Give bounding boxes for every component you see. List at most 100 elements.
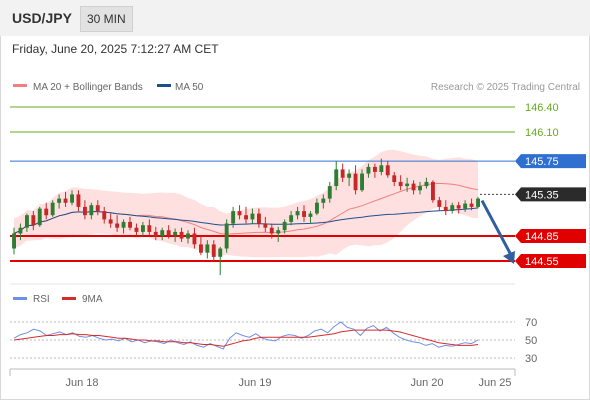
timeframe-button[interactable]: 30 MIN bbox=[80, 6, 133, 32]
candle-body bbox=[257, 213, 261, 224]
level-label-146.40: 146.40 bbox=[525, 102, 559, 114]
level-label-145.35: 145.35 bbox=[525, 189, 559, 201]
candle-body bbox=[134, 227, 139, 232]
candle-body bbox=[263, 223, 268, 228]
forecast-arrow bbox=[480, 199, 513, 256]
candle bbox=[160, 227, 165, 241]
candle-body bbox=[295, 211, 300, 216]
candle-body bbox=[308, 213, 313, 217]
candle bbox=[199, 236, 203, 256]
candle bbox=[373, 163, 377, 178]
candle bbox=[57, 194, 62, 209]
candle-body bbox=[25, 215, 29, 228]
ma50-legend-label: MA 50 bbox=[175, 82, 204, 93]
rsi-ma-legend-swatch bbox=[62, 297, 76, 300]
research-credit: Research © 2025 Trading Central bbox=[431, 82, 580, 93]
candle-body bbox=[366, 166, 371, 174]
level-tag-144.55 bbox=[515, 254, 586, 268]
level-tag-144.85 bbox=[515, 229, 586, 244]
ma20-legend-swatch bbox=[13, 84, 27, 87]
candle bbox=[347, 169, 352, 187]
candle bbox=[385, 161, 390, 178]
price-levels bbox=[10, 106, 515, 262]
candle bbox=[289, 211, 294, 226]
candle-body bbox=[95, 205, 100, 211]
candle-body bbox=[315, 202, 319, 214]
candle bbox=[63, 191, 68, 207]
candle bbox=[18, 223, 23, 241]
candle bbox=[173, 228, 178, 242]
candle bbox=[424, 177, 429, 189]
candle bbox=[450, 202, 455, 214]
candle bbox=[476, 196, 480, 209]
candle-body bbox=[115, 223, 120, 228]
candle-body bbox=[437, 200, 442, 207]
candle bbox=[224, 219, 229, 253]
candle bbox=[121, 219, 126, 234]
candle-body bbox=[147, 225, 152, 232]
timestamp: Friday, June 20, 2025 7:12:27 AM CET bbox=[12, 42, 219, 56]
candle bbox=[83, 200, 87, 220]
candle bbox=[37, 206, 42, 227]
candle bbox=[76, 190, 81, 212]
candle-body bbox=[327, 186, 332, 199]
candle-body bbox=[70, 194, 74, 203]
candle bbox=[134, 223, 139, 237]
candle bbox=[405, 177, 410, 192]
candle-body bbox=[282, 221, 287, 231]
rsi-tick-label: 30 bbox=[525, 353, 537, 365]
candle bbox=[244, 206, 248, 224]
candle bbox=[392, 171, 397, 187]
ma50-legend-swatch bbox=[157, 84, 171, 87]
candle-body bbox=[411, 183, 416, 191]
candle-body bbox=[244, 215, 248, 220]
candle-body bbox=[463, 203, 468, 209]
candle-body bbox=[31, 215, 36, 226]
candle bbox=[128, 216, 132, 231]
candle-body bbox=[18, 227, 23, 234]
candle bbox=[340, 163, 345, 182]
candle-body bbox=[424, 181, 429, 187]
level-tag-145.35 bbox=[515, 187, 586, 202]
candle bbox=[263, 216, 268, 232]
candle bbox=[25, 213, 29, 232]
candle-body bbox=[476, 198, 480, 207]
candle-body bbox=[276, 230, 281, 234]
candle-body bbox=[179, 231, 184, 239]
candle-body bbox=[456, 205, 461, 209]
candle-body bbox=[173, 231, 178, 236]
candle-body bbox=[128, 221, 132, 228]
candle-body bbox=[250, 213, 255, 220]
candle bbox=[321, 194, 326, 209]
header-bar: USD/JPY 30 MIN bbox=[0, 0, 590, 36]
rsi-tick-label: 70 bbox=[525, 317, 537, 329]
candle bbox=[166, 225, 171, 239]
candle bbox=[418, 181, 422, 195]
candle-body bbox=[392, 175, 397, 182]
candle-body bbox=[385, 165, 390, 176]
candle-body bbox=[450, 205, 455, 211]
candle bbox=[108, 213, 113, 228]
candle-body bbox=[237, 211, 242, 216]
candle-body bbox=[321, 198, 326, 203]
candle bbox=[463, 200, 468, 212]
candle-body bbox=[153, 231, 158, 237]
candle bbox=[50, 200, 55, 217]
candle bbox=[431, 180, 435, 203]
price-level-labels: 146.40 146.10 145.75 145.35 144.85 144.55 bbox=[515, 102, 586, 268]
candle bbox=[366, 163, 371, 178]
candle-body bbox=[102, 211, 107, 220]
candle bbox=[192, 227, 197, 249]
ma20-legend-label: MA 20 + Bollinger Bands bbox=[33, 82, 143, 93]
candle-body bbox=[218, 248, 223, 257]
rsi-line bbox=[13, 321, 479, 350]
candle bbox=[44, 202, 49, 220]
level-label-144.85: 144.85 bbox=[525, 231, 559, 243]
candle bbox=[257, 208, 261, 228]
candle-body bbox=[12, 233, 16, 249]
candle bbox=[95, 200, 100, 216]
candle-body bbox=[360, 173, 364, 191]
candle bbox=[250, 208, 255, 224]
candle-body bbox=[231, 211, 236, 224]
candle-body bbox=[334, 169, 339, 186]
